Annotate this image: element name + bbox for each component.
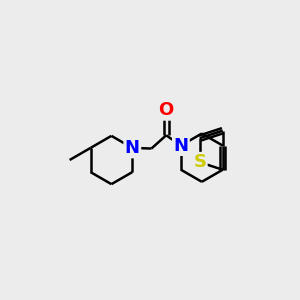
Text: S: S	[193, 153, 206, 171]
Text: N: N	[173, 136, 188, 154]
Text: O: O	[159, 101, 174, 119]
Text: N: N	[125, 139, 140, 157]
